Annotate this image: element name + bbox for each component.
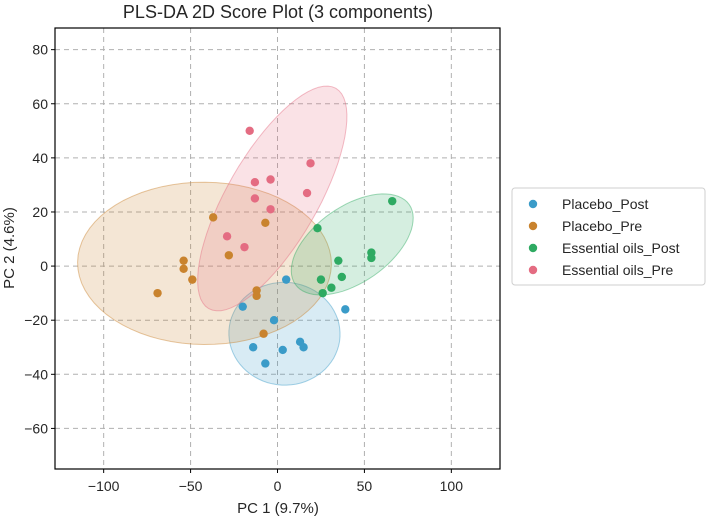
point-placebo-pre xyxy=(224,251,234,260)
point-placebo-post xyxy=(341,305,350,314)
point-essential-oils-post xyxy=(388,196,397,206)
point-placebo-pre xyxy=(208,213,218,222)
point-essential-oils-pre xyxy=(250,178,260,187)
ellipse-placebo-post xyxy=(228,281,341,386)
point-essential-oils-post xyxy=(327,283,336,292)
y-tick-label: 40 xyxy=(32,150,48,166)
y-tick-label: −40 xyxy=(24,366,48,382)
y-tick-label: 20 xyxy=(32,204,48,220)
grid xyxy=(55,28,500,469)
y-tick-label: 80 xyxy=(32,42,48,58)
x-tick-label: −100 xyxy=(88,478,120,494)
point-placebo-post xyxy=(261,359,270,368)
y-axis-label: PC 2 (4.6%) xyxy=(1,207,18,289)
x-tick-label: 50 xyxy=(357,478,373,494)
x-tick-label: 100 xyxy=(440,478,464,494)
point-essential-oils-pre xyxy=(266,175,275,184)
ellipse-essential-oils-pre xyxy=(197,85,348,312)
point-essential-oils-pre xyxy=(222,232,232,241)
point-essential-oils-post xyxy=(334,256,343,265)
y-tick-label: −60 xyxy=(24,420,48,436)
point-placebo-post xyxy=(248,343,258,352)
y-tick-label: −20 xyxy=(24,312,48,328)
score-points xyxy=(153,126,397,368)
point-placebo-post xyxy=(281,275,291,284)
point-essential-oils-post xyxy=(318,288,327,298)
point-essential-oils-pre xyxy=(245,126,254,136)
point-placebo-pre xyxy=(261,218,270,227)
point-essential-oils-pre xyxy=(250,194,260,203)
point-essential-oils-post xyxy=(316,275,326,284)
point-placebo-post xyxy=(278,345,287,355)
point-essential-oils-post xyxy=(337,272,347,282)
legend-label-placebo-pre: Placebo_Pre xyxy=(562,218,642,234)
legend-box xyxy=(511,187,706,286)
point-placebo-pre xyxy=(153,288,162,298)
legend: Placebo_Post Placebo_Pre Essential oils_Po… xyxy=(511,187,706,286)
point-essential-oils-post xyxy=(313,224,322,233)
legend-label-essential-oils-pre: Essential oils_Pre xyxy=(562,262,673,278)
legend-label-placebo-post: Placebo_Post xyxy=(562,196,649,212)
point-placebo-post xyxy=(299,343,308,352)
x-axis-label: PC 1 (9.7%) xyxy=(237,500,319,517)
point-essential-oils-pre xyxy=(266,205,275,214)
point-placebo-pre xyxy=(179,256,188,265)
point-placebo-pre xyxy=(252,291,261,301)
x-tick-label: −50 xyxy=(179,478,203,494)
point-placebo-pre xyxy=(179,264,188,273)
legend-label-essential-oils-post: Essential oils_Post xyxy=(562,240,680,256)
confidence-ellipses xyxy=(77,85,414,386)
legend-marker-essential-oils-post xyxy=(528,243,538,253)
point-placebo-pre xyxy=(259,329,268,338)
axis-ticks: −100 −50 0 50 100 −60 −40 −20 0 20 40 60 80 xyxy=(24,42,463,494)
point-placebo-post xyxy=(238,302,247,311)
point-essential-oils-post xyxy=(367,253,376,263)
legend-marker-placebo-pre xyxy=(528,221,538,231)
y-tick-label: 0 xyxy=(40,258,48,274)
x-tick-label: 0 xyxy=(274,478,282,494)
legend-marker-placebo-post xyxy=(528,199,538,209)
point-placebo-post xyxy=(269,315,279,325)
y-tick-label: 60 xyxy=(32,96,48,112)
chart-title: PLS-DA 2D Score Plot (3 components) xyxy=(123,2,433,22)
point-essential-oils-pre xyxy=(240,242,249,252)
point-essential-oils-pre xyxy=(306,159,315,168)
point-essential-oils-pre xyxy=(302,188,312,198)
point-placebo-pre xyxy=(188,275,197,284)
ellipse-essential-oils-post xyxy=(290,193,414,296)
legend-marker-essential-oils-pre xyxy=(528,265,538,275)
